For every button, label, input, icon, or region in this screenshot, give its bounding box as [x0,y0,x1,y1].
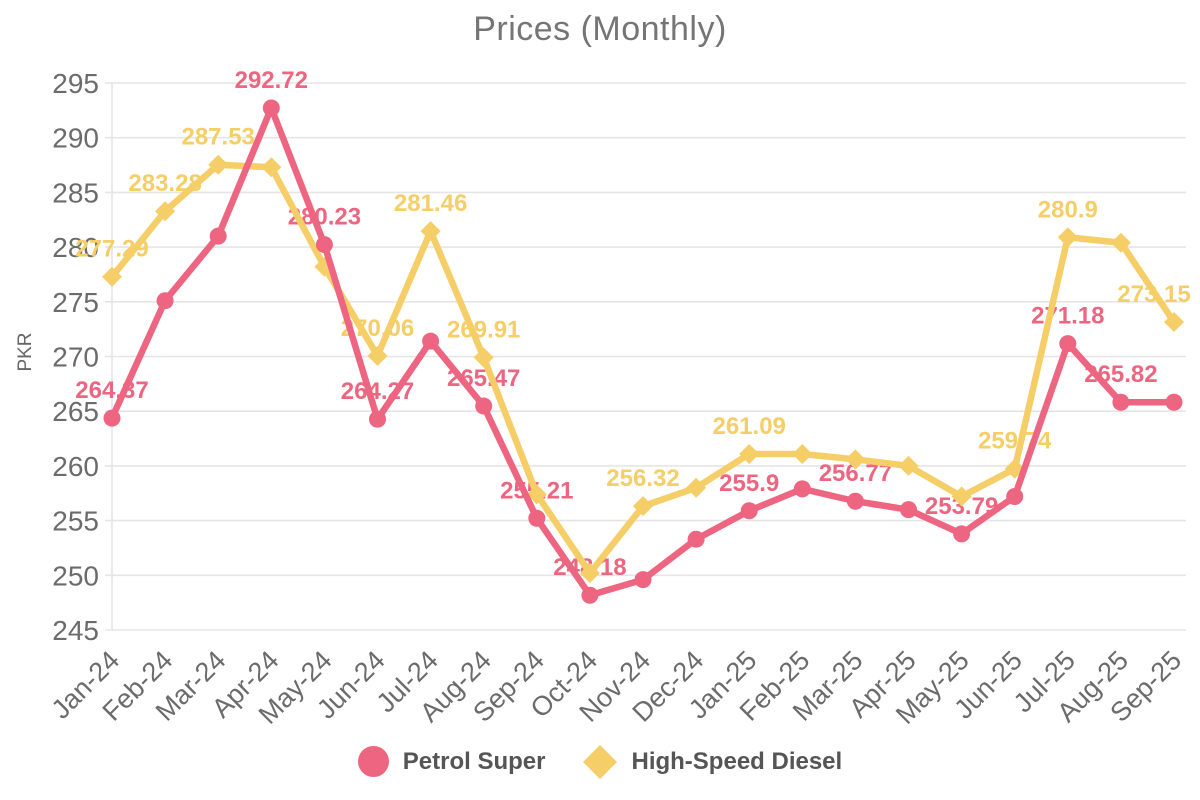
svg-text:245: 245 [52,615,99,646]
svg-text:285: 285 [52,177,99,208]
data-point-petrol-super[interactable] [103,409,121,427]
data-point-high-speed-diesel[interactable] [1057,227,1078,248]
legend-item-high-speed-diesel[interactable]: High-Speed Diesel [583,744,843,779]
data-point-petrol-super[interactable] [1112,393,1130,411]
data-point-high-speed-diesel[interactable] [633,496,653,517]
data-point-petrol-super[interactable] [740,502,758,520]
svg-text:269.91: 269.91 [447,316,520,343]
data-point-high-speed-diesel[interactable] [739,443,760,464]
data-point-high-speed-diesel[interactable] [951,486,972,507]
data-point-petrol-super[interactable] [1059,335,1077,353]
svg-text:280.9: 280.9 [1038,196,1098,223]
data-point-petrol-super[interactable] [1165,393,1183,411]
svg-text:283.28: 283.28 [128,170,201,197]
svg-text:259.74: 259.74 [978,428,1052,455]
svg-text:270: 270 [52,342,99,373]
data-point-petrol-super[interactable] [315,236,333,254]
svg-text:271.18: 271.18 [1031,303,1104,330]
data-point-high-speed-diesel[interactable] [473,347,494,368]
data-point-petrol-super[interactable] [900,501,917,519]
x-tick-labels: Jan-24Feb-24Mar-24Apr-24May-24Jun-24Jul-… [46,645,1188,730]
legend-item-petrol-super[interactable]: Petrol Super [357,746,546,777]
data-point-petrol-super[interactable] [369,410,386,428]
data-point-high-speed-diesel[interactable] [208,154,229,175]
svg-text:280: 280 [52,232,99,263]
data-point-petrol-super[interactable] [262,99,280,117]
data-point-petrol-super[interactable] [156,292,174,310]
petrol-super-circle-marker-icon [357,746,389,777]
svg-text:292.72: 292.72 [235,67,308,94]
chart-canvas[interactable]: 295 290 285 280 275 270 265 260 255 250 245Jan-24F… [0,0,1200,740]
data-labels: 264.37292.72280.23264.27265.47255.21248.… [75,67,1190,581]
data-point-high-speed-diesel[interactable] [367,345,388,366]
data-point-petrol-super[interactable] [475,397,493,415]
data-point-high-speed-diesel[interactable] [102,266,122,287]
y-tick-labels: 295 290 285 280 275 270 265 260 255 250 245 [52,68,99,646]
data-point-high-speed-diesel[interactable] [420,221,441,242]
svg-text:250: 250 [52,560,99,591]
svg-text:255: 255 [52,506,99,537]
data-point-petrol-super[interactable] [953,525,971,543]
svg-text:260: 260 [52,451,99,482]
svg-text:264.37: 264.37 [75,377,148,404]
data-point-petrol-super[interactable] [687,530,705,548]
svg-text:255.9: 255.9 [719,470,779,497]
data-point-high-speed-diesel[interactable] [526,484,547,505]
svg-text:295: 295 [52,68,99,99]
high-speed-diesel-diamond-marker-icon [583,744,618,779]
data-point-petrol-super[interactable] [581,586,599,604]
data-point-high-speed-diesel[interactable] [686,477,707,498]
series-petrol-super [103,99,1183,604]
svg-text:287.53: 287.53 [181,124,254,151]
legend-label-high-speed-diesel: High-Speed Diesel [631,747,843,775]
data-point-high-speed-diesel[interactable] [792,443,813,464]
svg-text:281.46: 281.46 [394,190,467,217]
data-point-high-speed-diesel[interactable] [898,455,919,476]
data-point-high-speed-diesel[interactable] [845,449,866,470]
svg-text:261.09: 261.09 [712,413,785,440]
svg-text:275: 275 [52,287,99,318]
data-point-petrol-super[interactable] [793,480,811,498]
legend: Petrol Super High-Speed Diesel [0,744,1200,779]
data-point-petrol-super[interactable] [1006,488,1024,506]
svg-text:290: 290 [52,123,99,154]
chart-title: Prices (Monthly) [473,10,727,48]
data-point-high-speed-diesel[interactable] [1164,312,1184,333]
data-point-high-speed-diesel[interactable] [155,201,176,222]
data-point-high-speed-diesel[interactable] [579,563,600,584]
svg-text:265: 265 [52,396,99,427]
svg-text:256.32: 256.32 [606,465,679,492]
data-point-petrol-super[interactable] [846,492,864,510]
data-point-high-speed-diesel[interactable] [1110,232,1131,253]
legend-label-petrol-super: Petrol Super [402,747,546,775]
data-point-petrol-super[interactable] [422,332,440,350]
data-point-high-speed-diesel[interactable] [261,157,282,178]
data-point-petrol-super[interactable] [528,509,546,527]
data-point-petrol-super[interactable] [209,227,227,245]
series-high-speed-diesel [102,154,1184,584]
data-point-petrol-super[interactable] [634,571,652,589]
